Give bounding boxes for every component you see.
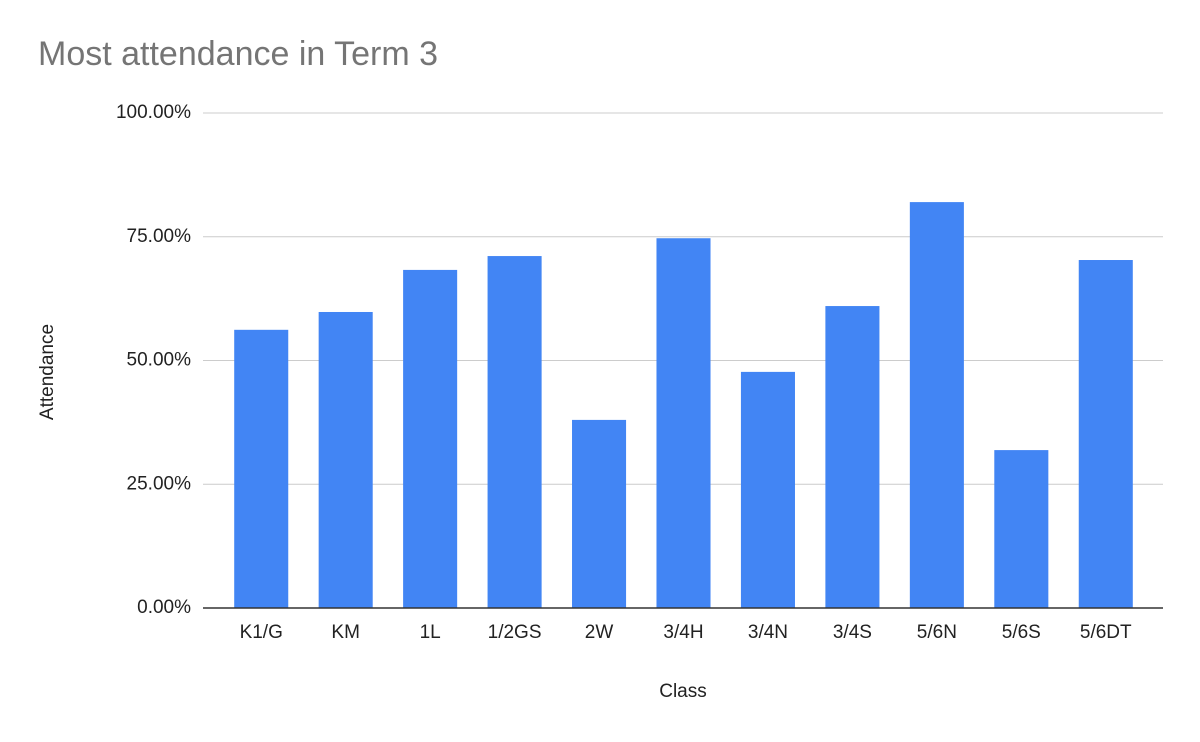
x-tick-label: 3/4H <box>663 622 703 643</box>
bar <box>1078 260 1133 608</box>
x-tick-label: 5/6S <box>1002 622 1041 643</box>
x-tick-label: K1/G <box>240 622 283 643</box>
x-tick-label: 2W <box>585 622 614 643</box>
y-tick-label: 0.00% <box>137 597 191 618</box>
bar <box>234 329 289 608</box>
bar <box>656 238 711 609</box>
bar <box>403 269 458 608</box>
bar <box>994 450 1049 608</box>
x-tick-label: 5/6N <box>917 622 957 643</box>
x-axis-title: Class <box>659 681 707 702</box>
x-tick-label: 1/2GS <box>488 622 542 643</box>
bar <box>740 371 795 608</box>
x-tick-label: KM <box>331 622 360 643</box>
y-tick-label: 25.00% <box>127 473 192 494</box>
chart-title: Most attendance in Term 3 <box>38 35 438 73</box>
x-tick-label: 3/4S <box>833 622 872 643</box>
y-tick-label: 100.00% <box>116 102 191 123</box>
y-tick-label: 75.00% <box>127 226 192 247</box>
y-axis-title: Attendance <box>37 324 58 420</box>
bar <box>572 419 627 608</box>
x-tick-label: 3/4N <box>748 622 788 643</box>
bar <box>487 256 542 608</box>
y-tick-label: 50.00% <box>127 350 192 371</box>
bar <box>318 311 373 608</box>
bar <box>909 202 964 608</box>
x-tick-label: 5/6DT <box>1080 622 1132 643</box>
bar <box>825 306 880 608</box>
x-tick-label: 1L <box>420 622 441 643</box>
